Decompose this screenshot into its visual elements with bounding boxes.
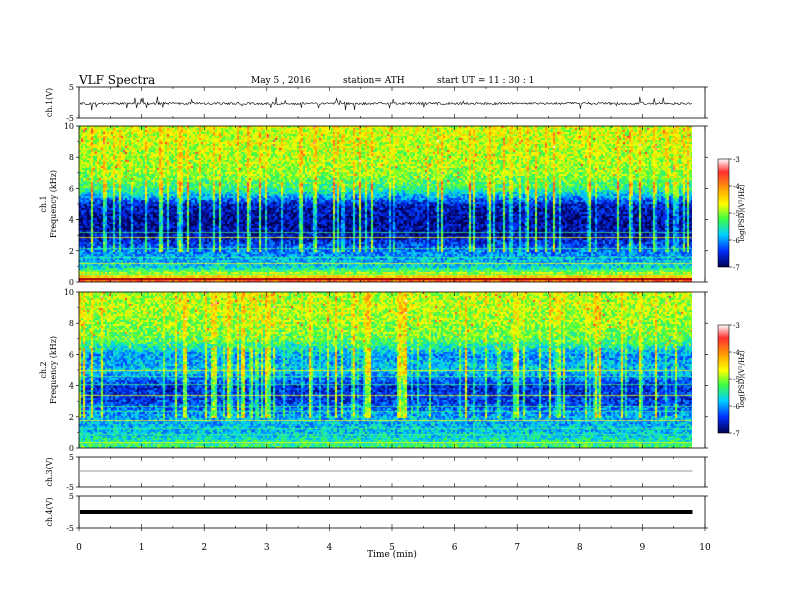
y-tick-label: 8 — [69, 319, 74, 328]
y-tick-label: 5 — [69, 492, 74, 501]
y-axis-label: ch.1(V) — [45, 88, 54, 117]
x-tick-label: 0 — [76, 543, 82, 553]
ch1-waveform — [79, 96, 693, 111]
spectrogram-ch1 — [79, 126, 692, 282]
colorbar-label: log(PSD)(V²/Hz) — [738, 184, 746, 241]
colorbar-tick-label: -5 — [733, 210, 740, 218]
y-axis-label: ch.4(V) — [45, 497, 54, 526]
y-axis-label: Frequency (kHz) — [49, 336, 58, 404]
y-tick-label: 8 — [69, 153, 74, 162]
colorbar-tick-label: -6 — [733, 403, 740, 411]
x-tick-label: 2 — [201, 543, 207, 553]
y-axis-label: Frequency (kHz) — [49, 170, 58, 238]
colorbar-ch2 — [717, 324, 730, 434]
x-tick-label: 6 — [452, 543, 458, 553]
colorbar-tick-label: -3 — [733, 322, 740, 330]
x-tick-label: 9 — [640, 543, 646, 553]
colorbar-tick-label: -7 — [733, 264, 740, 272]
y-tick-label: 6 — [69, 350, 74, 359]
colorbar-tick-label: -7 — [733, 430, 740, 438]
colorbar-ch1 — [717, 158, 730, 268]
colorbar-tick-label: -4 — [733, 349, 740, 357]
y-tick-label: 2 — [69, 247, 74, 256]
station-label: station= ATH — [343, 76, 405, 86]
y-tick-label: 10 — [64, 288, 74, 297]
colorbar-tick-label: -4 — [733, 183, 740, 191]
x-tick-label: 4 — [327, 543, 333, 553]
plot-title: VLF Spectra — [79, 73, 156, 87]
y-tick-label: 4 — [69, 216, 74, 225]
y-axis-label: ch.1 — [39, 195, 48, 212]
y-tick-label: -5 — [66, 483, 74, 492]
y-tick-label: 0 — [69, 278, 74, 287]
colorbar-tick-label: -3 — [733, 156, 740, 164]
x-tick-label: 5 — [389, 543, 395, 553]
start-time-label: start UT = 11 : 30 : 1 — [437, 76, 535, 86]
y-tick-label: 4 — [69, 382, 74, 391]
x-tick-label: 10 — [699, 543, 711, 553]
ch4-waveform — [80, 510, 693, 514]
y-axis-label: ch.2 — [39, 361, 48, 378]
x-axis-label: Time (min) — [367, 549, 417, 560]
y-tick-label: 6 — [69, 184, 74, 193]
date-label: May 5 , 2016 — [251, 76, 311, 86]
colorbar-tick-label: -6 — [733, 237, 740, 245]
colorbar-tick-label: -5 — [733, 376, 740, 384]
x-tick-label: 1 — [139, 543, 145, 553]
y-tick-label: 10 — [64, 122, 74, 131]
panel-frame-4 — [78, 456, 706, 488]
y-tick-label: -5 — [66, 114, 74, 123]
y-tick-label: -5 — [66, 524, 74, 533]
x-tick-label: 8 — [577, 543, 583, 553]
y-tick-label: 2 — [69, 413, 74, 422]
colorbar-label: log(PSD)(V²/Hz) — [738, 350, 746, 407]
x-tick-label: 7 — [514, 543, 520, 553]
y-axis-label: ch.3(V) — [45, 457, 54, 486]
y-tick-label: 0 — [69, 444, 74, 453]
spectrogram-ch2 — [79, 292, 692, 448]
y-tick-label: 5 — [69, 83, 74, 92]
y-tick-label: 5 — [69, 453, 74, 462]
x-tick-label: 3 — [264, 543, 270, 553]
